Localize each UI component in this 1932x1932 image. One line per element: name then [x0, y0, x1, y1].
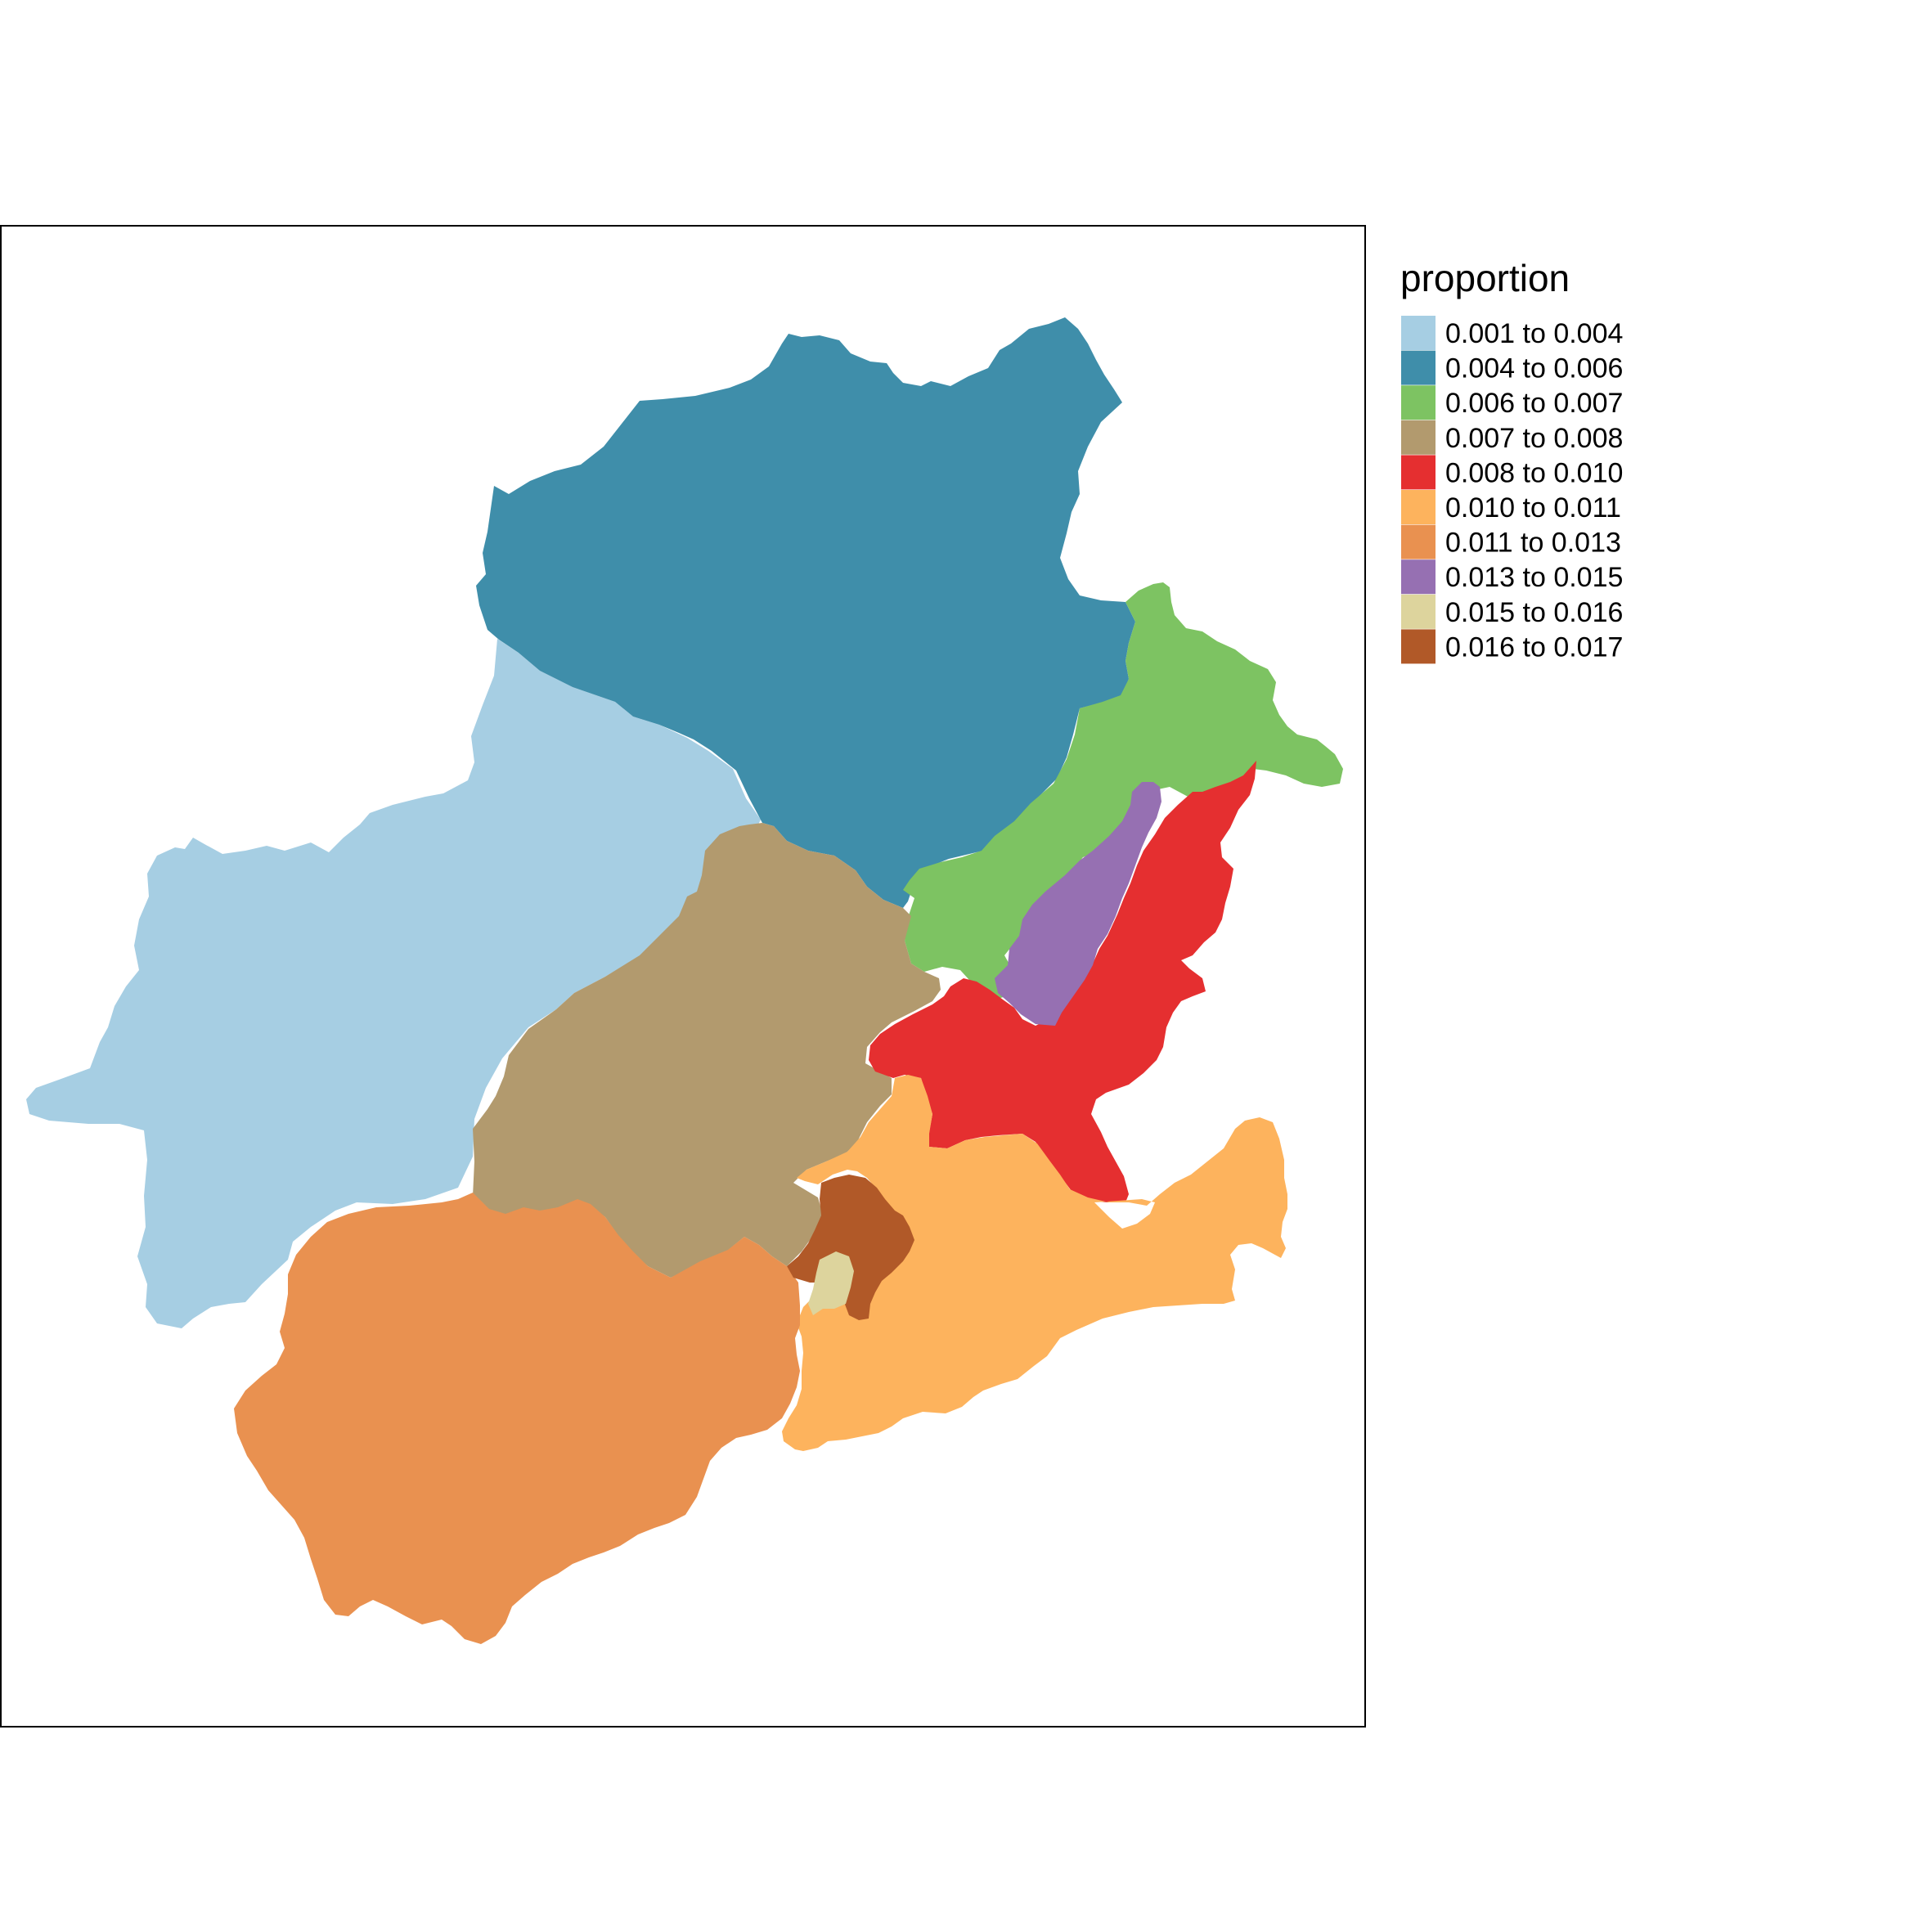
map-regions — [26, 317, 1343, 1644]
region-small-district — [808, 1251, 854, 1315]
region-south-central — [787, 1175, 914, 1320]
legend-label-10: 0.016 to 0.017 — [1445, 631, 1623, 663]
legend-title: proportion — [1400, 257, 1570, 299]
legend-swatch-8 — [1401, 559, 1436, 595]
region-southeast — [782, 1075, 1287, 1451]
region-north — [476, 317, 1135, 908]
legend-label-7: 0.011 to 0.013 — [1445, 528, 1621, 559]
legend-label-2: 0.004 to 0.006 — [1445, 353, 1623, 384]
legend-swatch-7 — [1401, 524, 1436, 559]
region-west — [26, 639, 761, 1328]
region-east-central — [995, 782, 1161, 1026]
legend-swatch-9 — [1401, 594, 1436, 629]
legend-label-1: 0.001 to 0.004 — [1445, 318, 1623, 349]
region-east — [869, 761, 1256, 1202]
region-northeast — [903, 582, 1343, 1001]
legend-label-6: 0.010 to 0.011 — [1445, 492, 1621, 523]
legend-swatch-3 — [1401, 385, 1436, 420]
legend-label-9: 0.015 to 0.016 — [1445, 597, 1623, 628]
region-southwest — [234, 1193, 800, 1644]
legend-label-5: 0.008 to 0.010 — [1445, 457, 1623, 488]
legend-label-3: 0.006 to 0.007 — [1445, 388, 1623, 419]
legend-swatch-1 — [1401, 316, 1436, 350]
legend-swatch-6 — [1401, 490, 1436, 524]
legend-label-4: 0.007 to 0.008 — [1445, 423, 1623, 454]
legend-entries: 0.001 to 0.004 0.004 to 0.006 0.006 to 0.0… — [1401, 316, 1623, 664]
legend-swatch-2 — [1401, 350, 1436, 385]
legend-swatch-10 — [1401, 629, 1436, 664]
region-center — [473, 823, 941, 1278]
legend-label-8: 0.013 to 0.015 — [1445, 562, 1623, 593]
legend-swatch-5 — [1401, 455, 1436, 490]
legend-swatch-4 — [1401, 420, 1436, 455]
